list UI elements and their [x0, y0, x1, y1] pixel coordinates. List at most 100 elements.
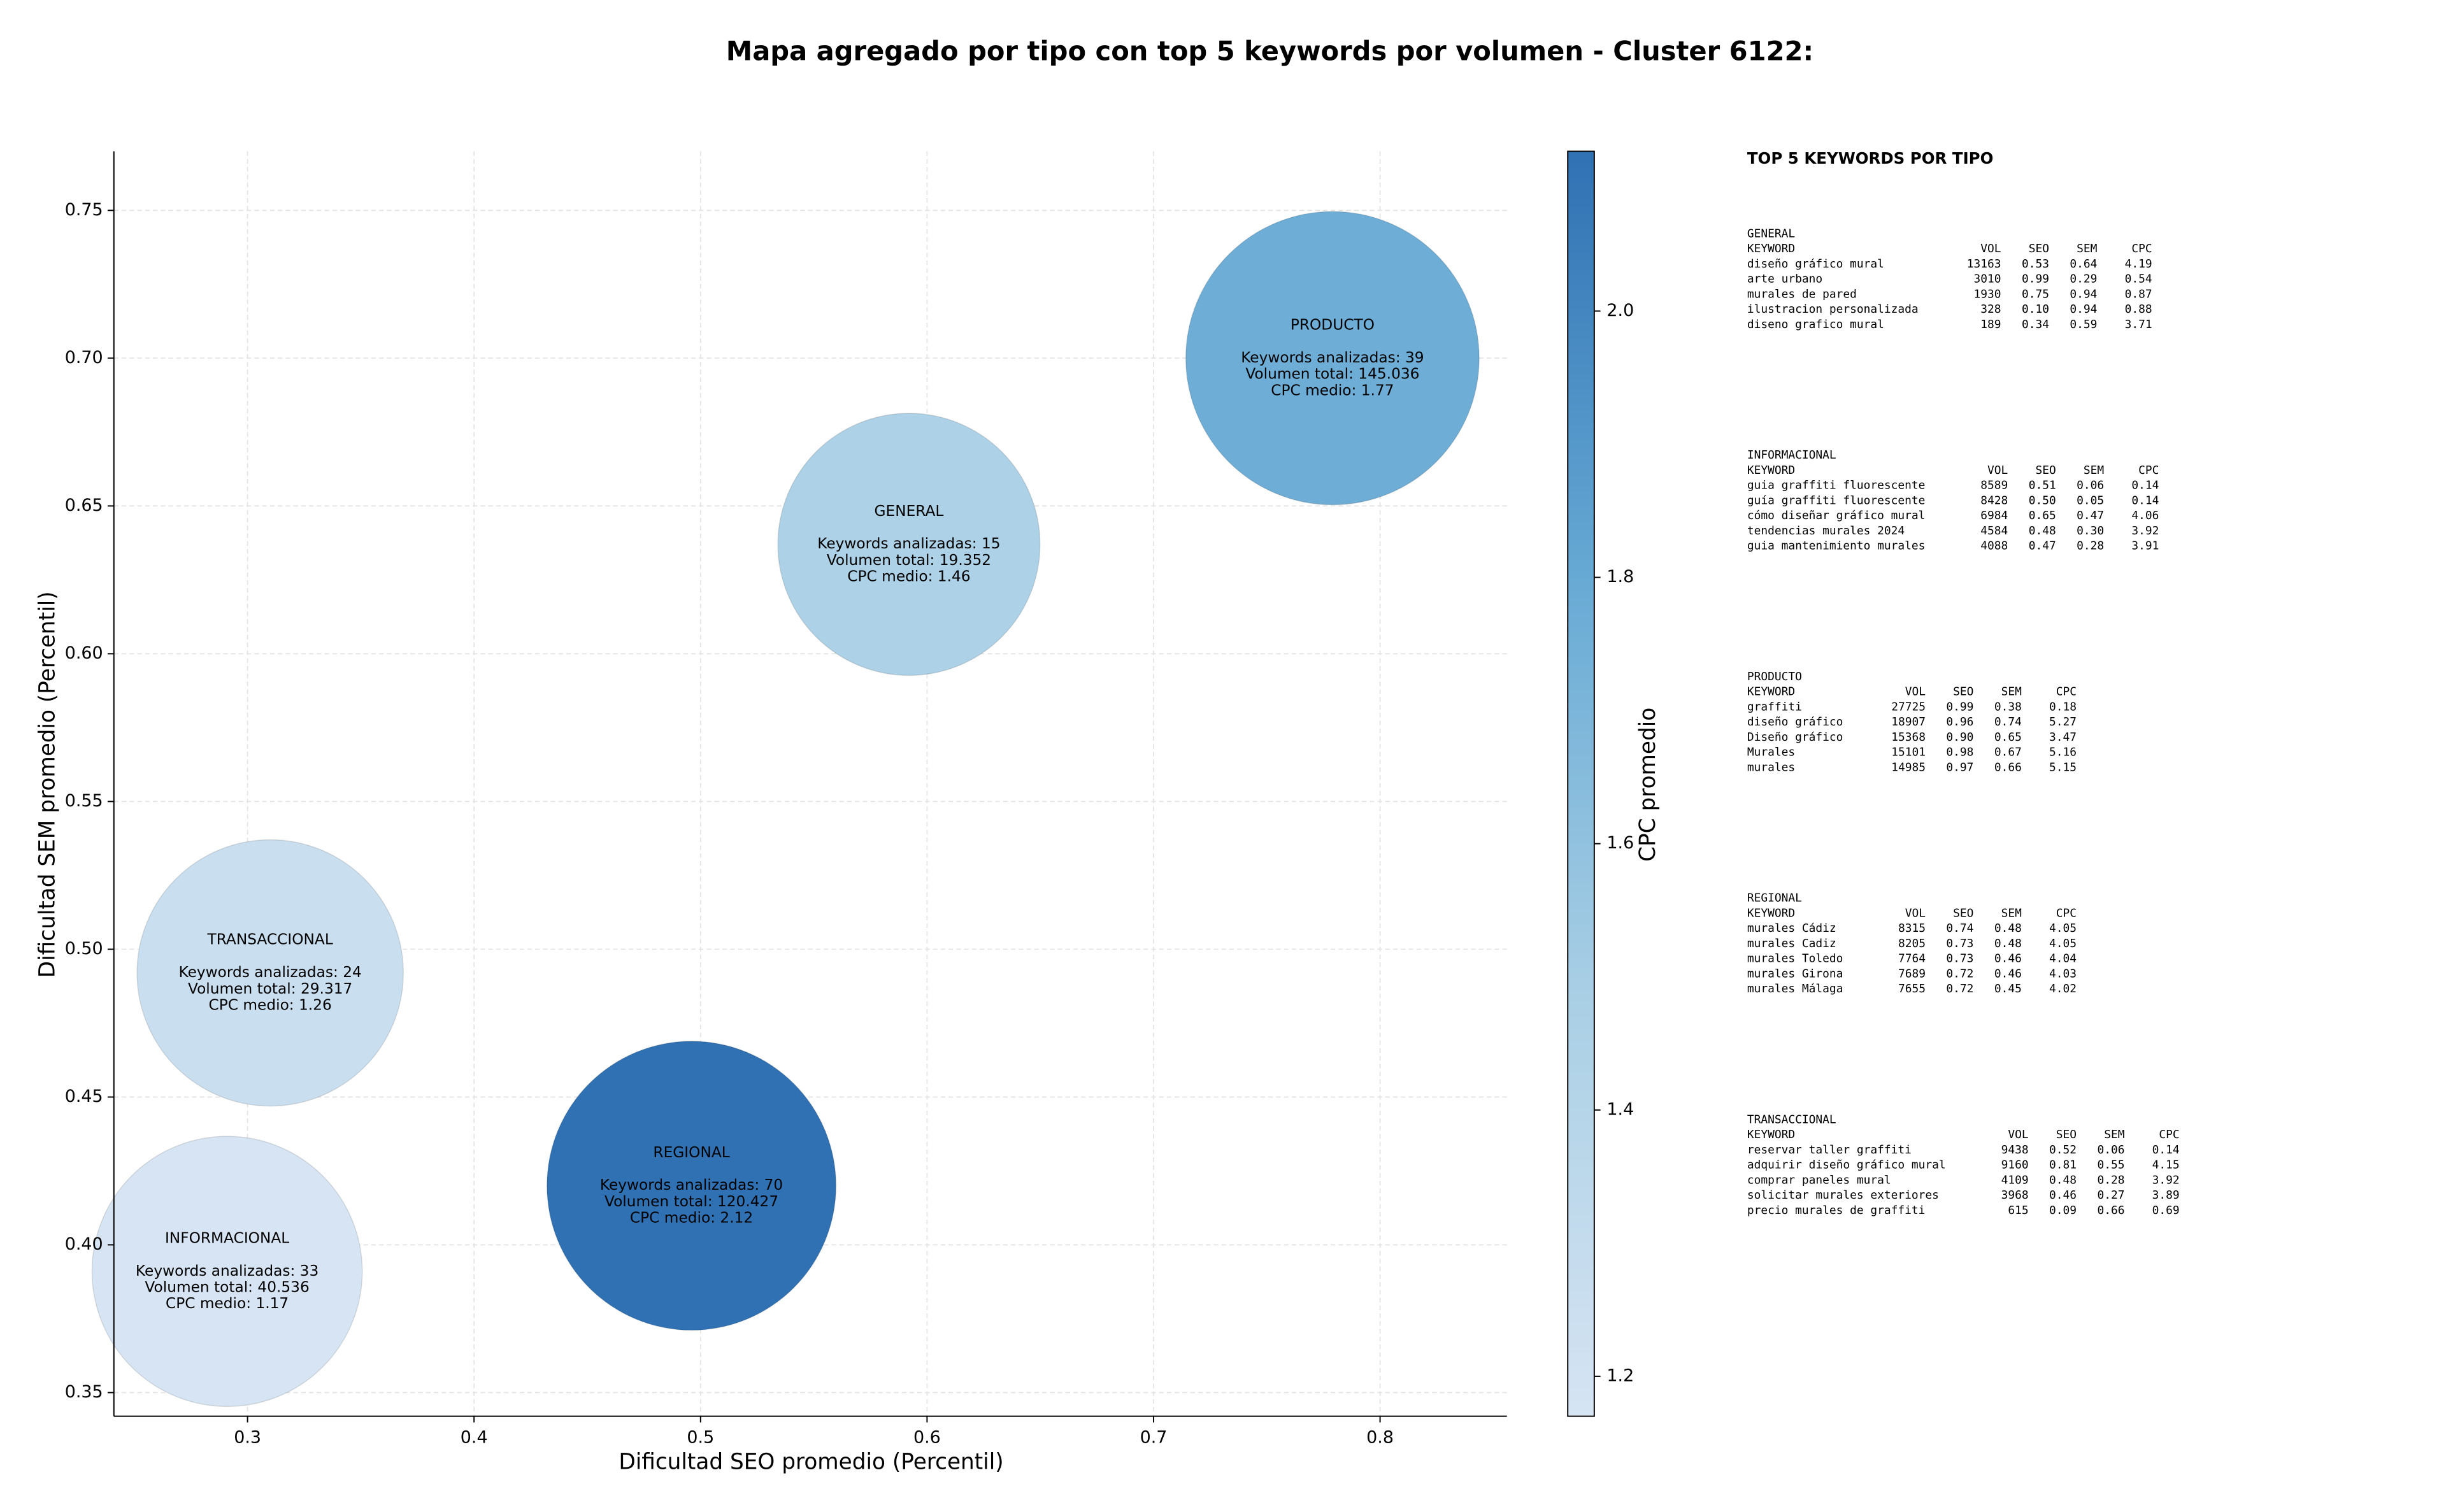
table-cell: 0.27 — [2097, 1188, 2124, 1202]
table-cell: 0.73 — [1946, 952, 1973, 966]
table-cell: 18907 — [1891, 715, 1926, 729]
bubble-label: PRODUCTO — [1291, 316, 1375, 333]
table-cell: 4584 — [1980, 524, 2008, 538]
table-cell: 0.75 — [2022, 287, 2049, 301]
table-cell: 0.06 — [2097, 1143, 2124, 1157]
bubble-annotation: CPC medio: 1.46 — [847, 568, 970, 585]
table-cell: 189 — [1980, 318, 2001, 331]
table-cell: 7655 — [1898, 982, 1926, 995]
table-cell: 328 — [1980, 303, 2001, 316]
table-cell: 0.66 — [2097, 1204, 2124, 1217]
table-cell: 0.94 — [2070, 287, 2097, 301]
table-cell: 0.74 — [1946, 922, 1973, 935]
table-cell: 0.48 — [2029, 524, 2056, 538]
table-cell: 0.67 — [1994, 746, 2022, 759]
table-cell: murales Cádiz — [1747, 922, 1836, 935]
table-cell: 3.89 — [2152, 1188, 2180, 1202]
table-cell: 15368 — [1891, 731, 1926, 744]
table-cell: 7689 — [1898, 967, 1926, 980]
table-cell: 8428 — [1980, 494, 2008, 507]
bubble-annotation: Keywords analizadas: 15 — [817, 535, 1000, 552]
bubble-annotation: Keywords analizadas: 33 — [136, 1262, 318, 1280]
table-cell: 0.48 — [2049, 1173, 2077, 1187]
table-cell: 0.28 — [2077, 539, 2104, 553]
table-cell: 8589 — [1980, 479, 2008, 492]
table-cell: 0.34 — [2022, 318, 2049, 331]
bubble-annotation: CPC medio: 1.17 — [166, 1295, 289, 1312]
table-cell: 0.54 — [2125, 273, 2152, 286]
table-cell: 0.28 — [2097, 1173, 2124, 1187]
table-cell: 8205 — [1898, 937, 1926, 950]
y-tick-label: 0.60 — [65, 643, 103, 663]
x-tick-label: 0.4 — [461, 1427, 488, 1447]
table-cell: diseno grafico mural — [1747, 318, 1884, 331]
bubble-annotation: Volumen total: 19.352 — [827, 552, 991, 569]
bubble-label: GENERAL — [875, 503, 944, 520]
x-tick-label: 0.5 — [687, 1427, 714, 1447]
table-cell: murales Toledo — [1747, 952, 1843, 966]
column-header: CPC — [2056, 685, 2077, 699]
axes: 0.3 0.4 0.5 0.6 0.7 0.8 0.35 0.40 0.45 0.50 0.55 0.… — [65, 151, 1507, 1447]
bubble — [546, 1041, 837, 1331]
table-cell: 0.99 — [2022, 273, 2049, 286]
y-tick-label: 0.70 — [65, 348, 103, 367]
table-cell: 0.53 — [2022, 257, 2049, 271]
y-axis-label: Dificultad SEM promedio (Percentil) — [34, 591, 60, 978]
bubble — [91, 1136, 363, 1408]
y-tick-label: 0.50 — [65, 939, 103, 959]
column-header: KEYWORD — [1747, 906, 1795, 920]
table-cell: 5.27 — [2049, 715, 2077, 729]
y-tick-label: 0.55 — [65, 791, 103, 811]
table-cell: 9438 — [2001, 1143, 2029, 1157]
table-cell: murales Girona — [1747, 967, 1843, 980]
table-cell: 0.46 — [1994, 952, 2022, 966]
table-cell: 27725 — [1891, 700, 1926, 713]
table-cell: 0.45 — [1994, 982, 2022, 995]
table-cell: 4.05 — [2049, 937, 2077, 950]
bubble — [777, 413, 1041, 676]
table-cell: 13163 — [1967, 257, 2001, 271]
table-cell: Diseño gráfico — [1747, 731, 1843, 744]
column-header: VOL — [1905, 906, 1926, 920]
table-cell: 0.09 — [2049, 1204, 2077, 1217]
chart-title: Mapa agregado por tipo con top 5 keyword… — [726, 35, 1813, 66]
table-cell: murales — [1747, 760, 1795, 774]
y-tick-label: 0.75 — [65, 200, 103, 220]
table-cell: guía graffiti fluorescente — [1747, 494, 1926, 507]
table-cell: 0.14 — [2131, 479, 2159, 492]
column-header: SEM — [2104, 1128, 2124, 1141]
table-cell: 4.06 — [2131, 509, 2159, 522]
section-name: TRANSACCIONAL — [1747, 1113, 1836, 1126]
colorbar-scale — [1567, 150, 1595, 1417]
table-cell: 6984 — [1980, 509, 2008, 522]
y-tick-label: 0.45 — [65, 1087, 103, 1106]
table-cell: 0.74 — [1994, 715, 2022, 729]
bubble — [136, 839, 404, 1107]
table-cell: 0.97 — [1946, 760, 1973, 774]
column-header: VOL — [1905, 685, 1926, 699]
table-cell: reservar taller graffiti — [1747, 1143, 1912, 1157]
table-cell: 0.51 — [2029, 479, 2056, 492]
table-cell: 0.87 — [2125, 287, 2152, 301]
table-cell: murales Málaga — [1747, 982, 1843, 995]
table-cell: 4088 — [1980, 539, 2008, 553]
table-cell: 8315 — [1898, 922, 1926, 935]
section-name: GENERAL — [1747, 227, 1795, 240]
colorbar: 1.2 1.4 1.6 1.8 2.0 — [1567, 150, 1634, 1417]
table-cell: 0.46 — [2049, 1188, 2077, 1202]
table-cell: 0.64 — [2070, 257, 2097, 271]
table-cell: cómo diseñar gráfico mural — [1747, 509, 1926, 522]
table-cell: 5.15 — [2049, 760, 2077, 774]
column-header: CPC — [2131, 242, 2152, 255]
table-cell: 0.59 — [2070, 318, 2097, 331]
bubble-annotation: Keywords analizadas: 24 — [178, 964, 361, 981]
colorbar-tick-label: 1.6 — [1606, 833, 1634, 853]
column-header: CPC — [2138, 464, 2159, 477]
bubble-annotation: Volumen total: 40.536 — [145, 1278, 309, 1295]
colorbar-tick-label: 1.8 — [1606, 567, 1634, 587]
table-cell: 4.19 — [2125, 257, 2152, 271]
keyword-tables: GENERAL KEYWORD VOL SEO SEM CPC diseño gráfico… — [1747, 227, 2180, 1217]
tables-title: TOP 5 KEYWORDS POR TIPO — [1747, 149, 1994, 168]
column-header: SEO — [1953, 685, 1973, 699]
